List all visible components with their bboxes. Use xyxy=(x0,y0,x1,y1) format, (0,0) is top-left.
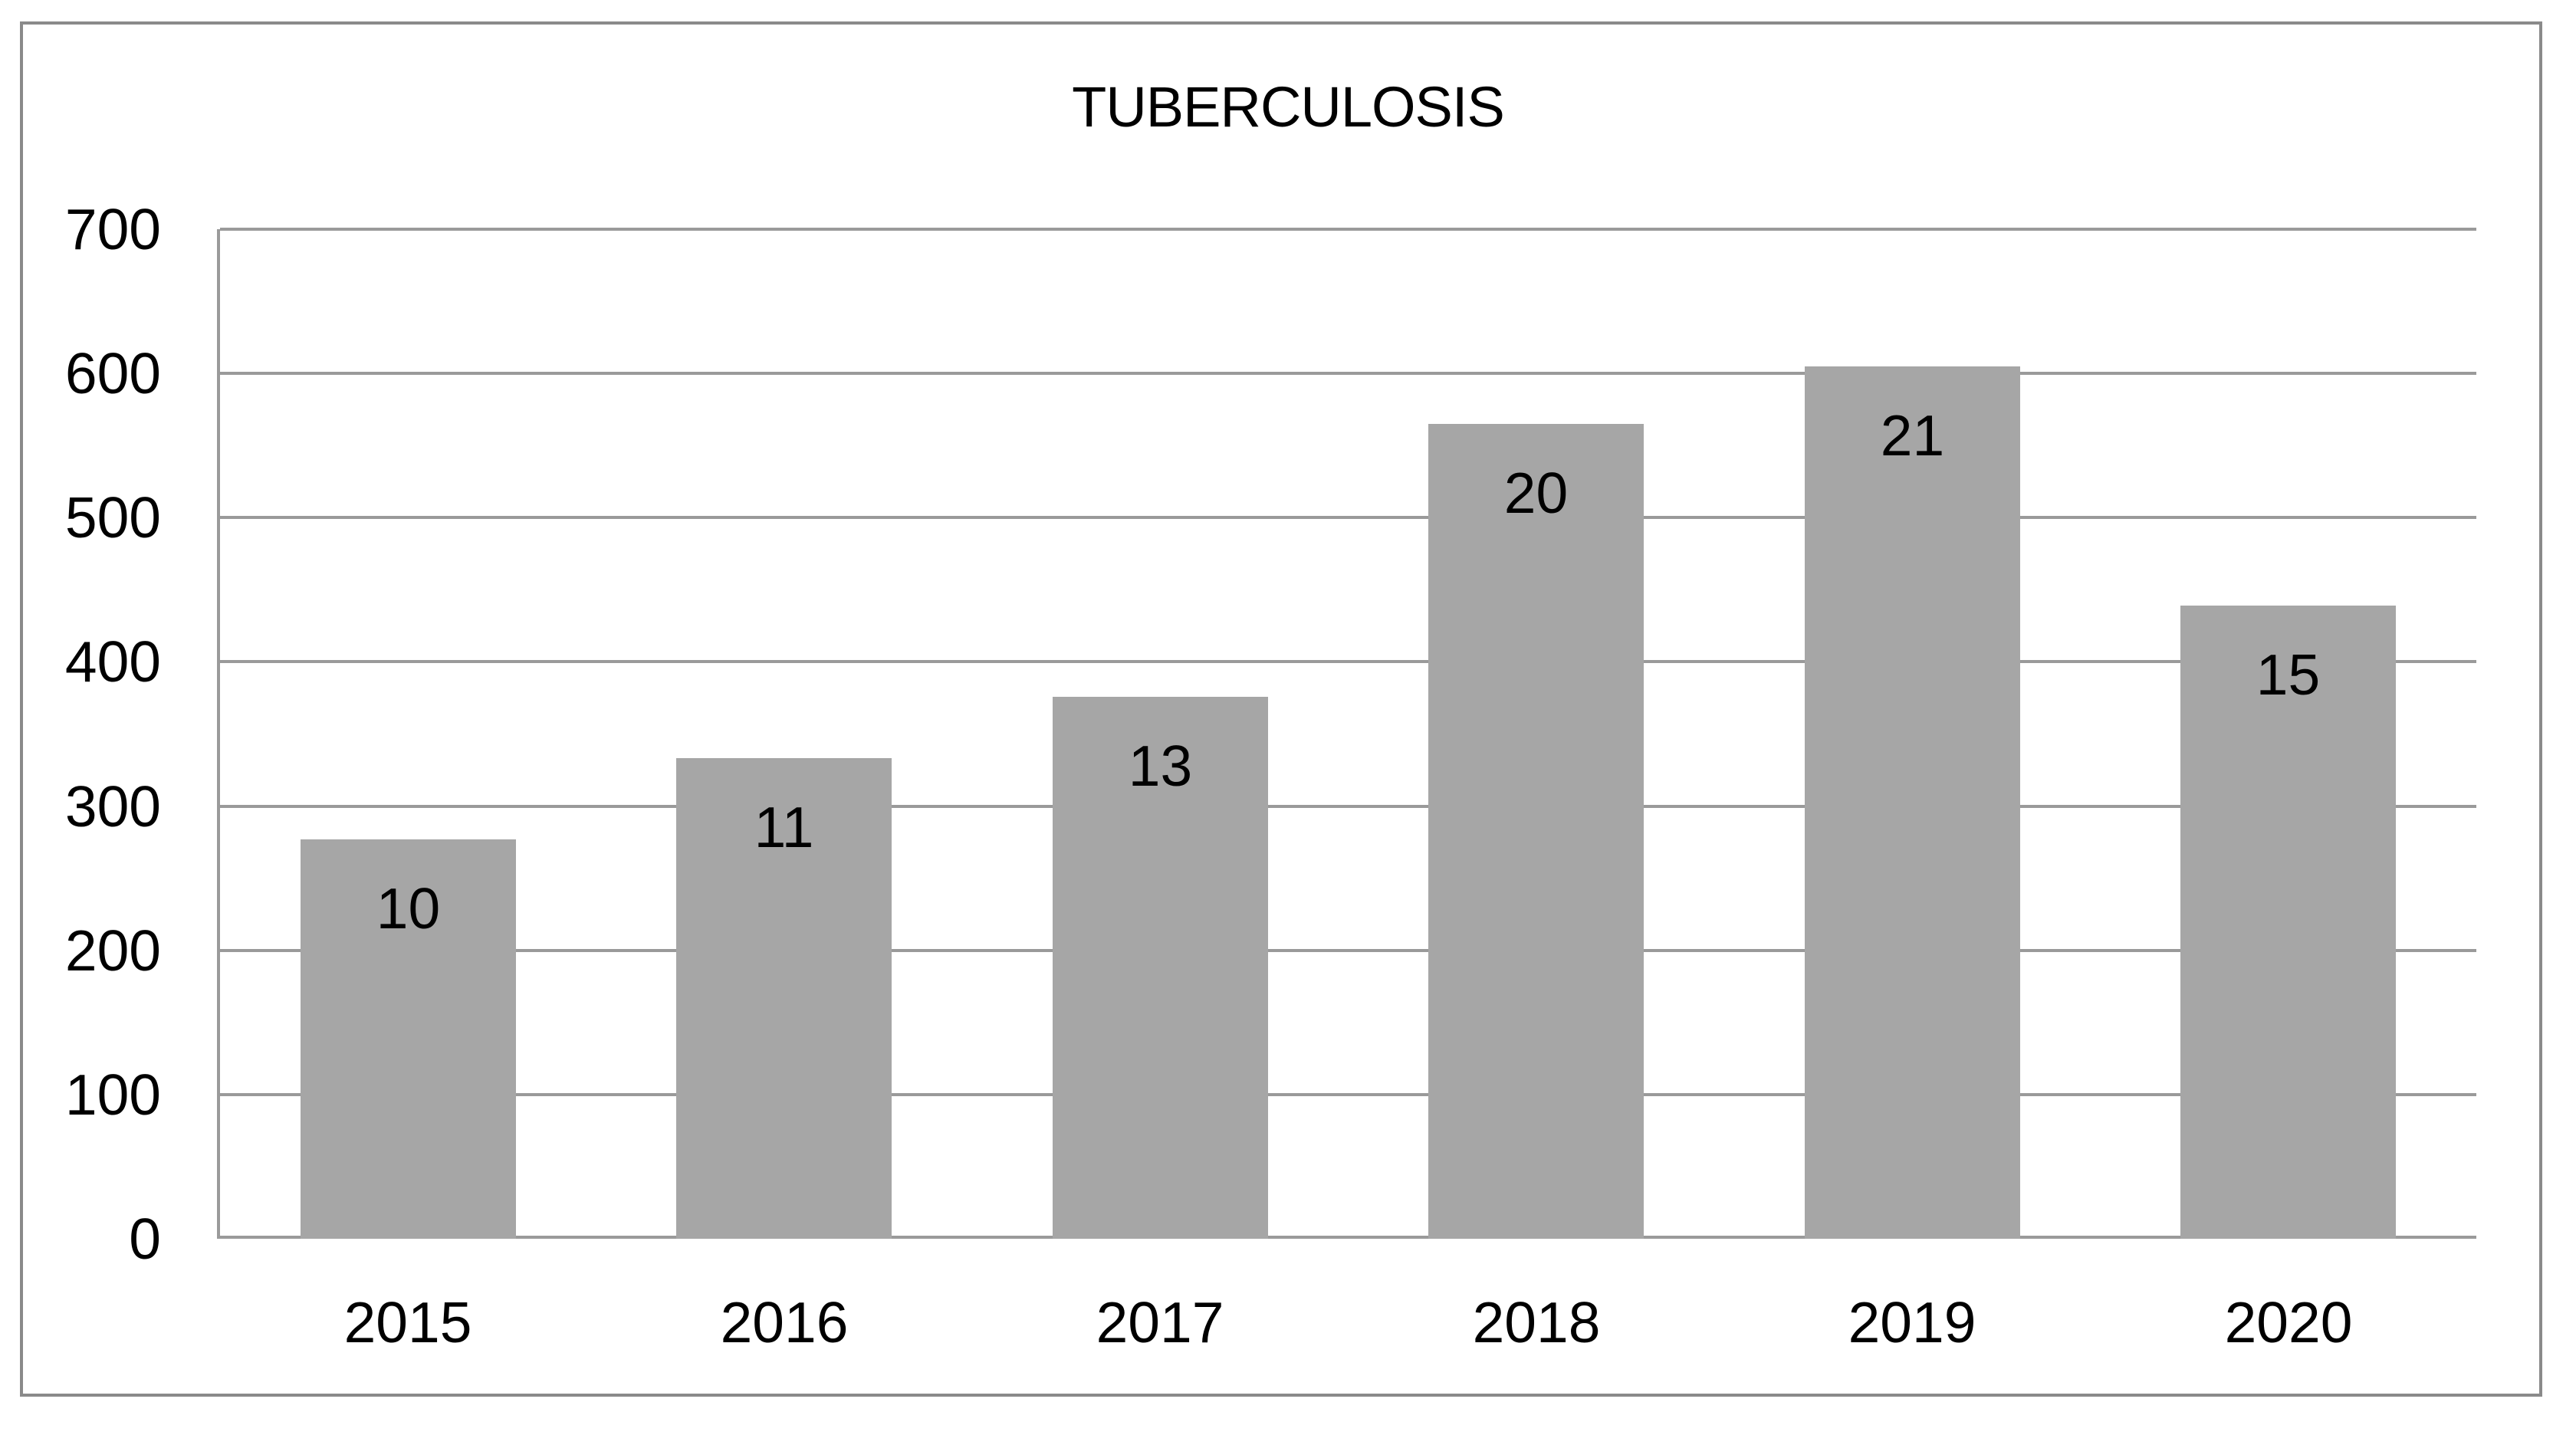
bar-2017: 13 xyxy=(1053,697,1268,1239)
gridline xyxy=(220,804,2476,808)
y-tick-label: 0 xyxy=(129,1207,161,1271)
y-tick-label: 700 xyxy=(64,197,161,261)
x-tick-label: 2017 xyxy=(1096,1290,1224,1355)
y-tick-label: 200 xyxy=(64,918,161,983)
y-tick-label: 600 xyxy=(64,341,161,406)
y-tick-label: 300 xyxy=(64,773,161,839)
bar-data-label: 21 xyxy=(1880,403,1945,468)
bar-data-label: 11 xyxy=(754,795,814,859)
bar-2020: 15 xyxy=(2180,606,2396,1239)
bar-data-label: 15 xyxy=(2256,642,2321,707)
bar-data-label: 10 xyxy=(376,876,441,941)
x-tick-label: 2016 xyxy=(720,1290,849,1355)
gridline xyxy=(220,660,2476,664)
bar-data-label: 13 xyxy=(1128,734,1193,798)
x-tick-label: 2015 xyxy=(343,1290,472,1355)
bar-data-label: 20 xyxy=(1503,461,1569,525)
y-tick-label: 500 xyxy=(64,485,161,550)
y-tick-label: 100 xyxy=(64,1062,161,1127)
bar-2018: 20 xyxy=(1428,424,1644,1239)
gridline xyxy=(220,1092,2476,1096)
gridline xyxy=(220,516,2476,520)
gridline xyxy=(220,228,2476,231)
bar-2015: 10 xyxy=(301,839,516,1239)
y-tick-label: 400 xyxy=(64,629,161,695)
bar-2019: 21 xyxy=(1805,366,2020,1239)
x-tick-label: 2019 xyxy=(1848,1290,1976,1355)
bar-2016: 11 xyxy=(676,758,892,1239)
x-axis-line xyxy=(220,1236,2476,1239)
x-tick-label: 2018 xyxy=(1472,1290,1601,1355)
gridline xyxy=(220,948,2476,952)
plot-area: 10 11 13 20 21 15 xyxy=(217,228,2476,1239)
chart-title: TUBERCULOSIS xyxy=(1072,75,1505,139)
gridline xyxy=(220,372,2476,376)
x-tick-label: 2020 xyxy=(2224,1290,2353,1355)
